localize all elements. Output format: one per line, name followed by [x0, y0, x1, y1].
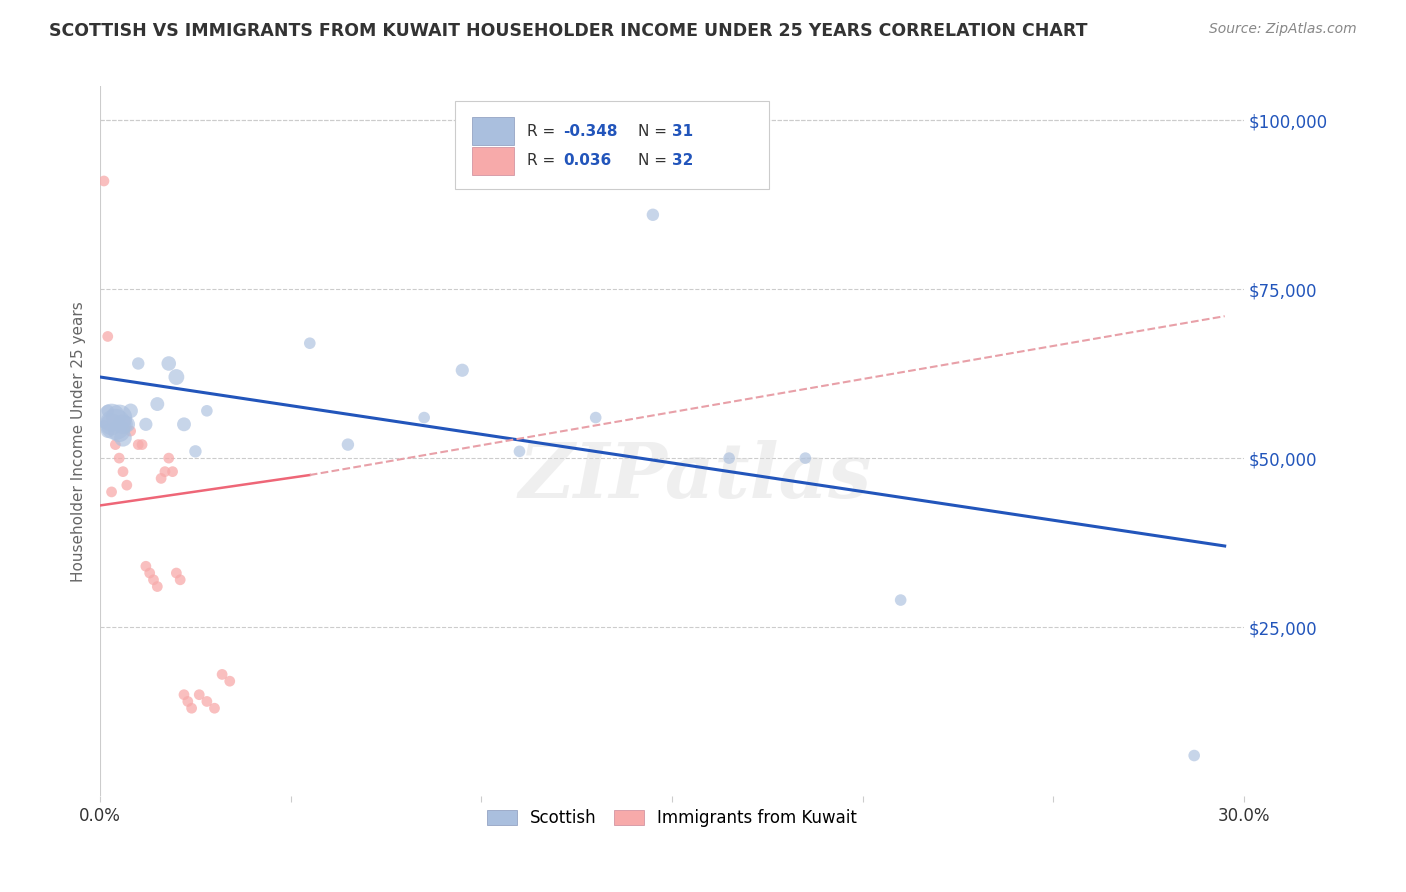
Point — [108, 451, 131, 466]
Point — [157, 451, 180, 466]
Point — [890, 593, 912, 607]
Point — [108, 410, 131, 425]
Point — [138, 566, 160, 580]
Point — [1182, 748, 1205, 763]
Point — [153, 465, 176, 479]
Point — [165, 566, 187, 580]
Point — [162, 465, 184, 479]
Point — [165, 370, 187, 384]
Point — [146, 397, 169, 411]
Point — [150, 471, 173, 485]
Point — [413, 410, 436, 425]
Point — [111, 431, 134, 445]
Point — [585, 410, 607, 425]
Text: Source: ZipAtlas.com: Source: ZipAtlas.com — [1209, 22, 1357, 37]
Text: R =: R = — [527, 153, 565, 169]
Point — [100, 484, 122, 499]
Point — [211, 667, 233, 681]
Text: 32: 32 — [672, 153, 693, 169]
Text: -0.348: -0.348 — [564, 124, 617, 138]
Point — [115, 478, 138, 492]
Point — [641, 208, 664, 222]
FancyBboxPatch shape — [454, 101, 769, 189]
Point — [173, 417, 195, 432]
Point — [218, 674, 240, 689]
Point — [127, 357, 149, 371]
Point — [142, 573, 165, 587]
Text: 0.036: 0.036 — [564, 153, 612, 169]
Point — [115, 417, 138, 432]
Point — [111, 465, 134, 479]
Point — [204, 701, 226, 715]
Point — [108, 424, 131, 438]
Point — [718, 451, 741, 466]
Point — [104, 437, 127, 451]
Point — [173, 688, 195, 702]
Point — [97, 404, 120, 418]
Point — [93, 417, 115, 432]
Text: ZIPatlas: ZIPatlas — [519, 440, 872, 514]
Point — [195, 404, 218, 418]
Point — [180, 701, 202, 715]
Point — [508, 444, 530, 458]
Point — [97, 424, 120, 438]
Point — [184, 444, 207, 458]
Text: 31: 31 — [672, 124, 693, 138]
Point — [169, 573, 191, 587]
Point — [135, 559, 157, 574]
Point — [100, 410, 122, 425]
Point — [104, 417, 127, 432]
Legend: Scottish, Immigrants from Kuwait: Scottish, Immigrants from Kuwait — [481, 803, 863, 834]
Point — [131, 437, 153, 451]
Point — [100, 417, 122, 432]
Point — [135, 417, 157, 432]
Point — [120, 404, 142, 418]
Point — [157, 357, 180, 371]
Text: SCOTTISH VS IMMIGRANTS FROM KUWAIT HOUSEHOLDER INCOME UNDER 25 YEARS CORRELATION: SCOTTISH VS IMMIGRANTS FROM KUWAIT HOUSE… — [49, 22, 1088, 40]
Point — [127, 437, 149, 451]
FancyBboxPatch shape — [472, 146, 515, 175]
Point — [188, 688, 211, 702]
Point — [120, 424, 142, 438]
Text: N =: N = — [638, 153, 672, 169]
Text: R =: R = — [527, 124, 560, 138]
Y-axis label: Householder Income Under 25 years: Householder Income Under 25 years — [72, 301, 86, 582]
Point — [146, 580, 169, 594]
Text: N =: N = — [638, 124, 672, 138]
Point — [177, 694, 200, 708]
Point — [111, 417, 134, 432]
FancyBboxPatch shape — [472, 117, 515, 145]
Point — [93, 174, 115, 188]
Point — [794, 451, 817, 466]
Point — [336, 437, 359, 451]
Point — [451, 363, 474, 377]
Point — [97, 329, 120, 343]
Point — [298, 336, 321, 351]
Point — [195, 694, 218, 708]
